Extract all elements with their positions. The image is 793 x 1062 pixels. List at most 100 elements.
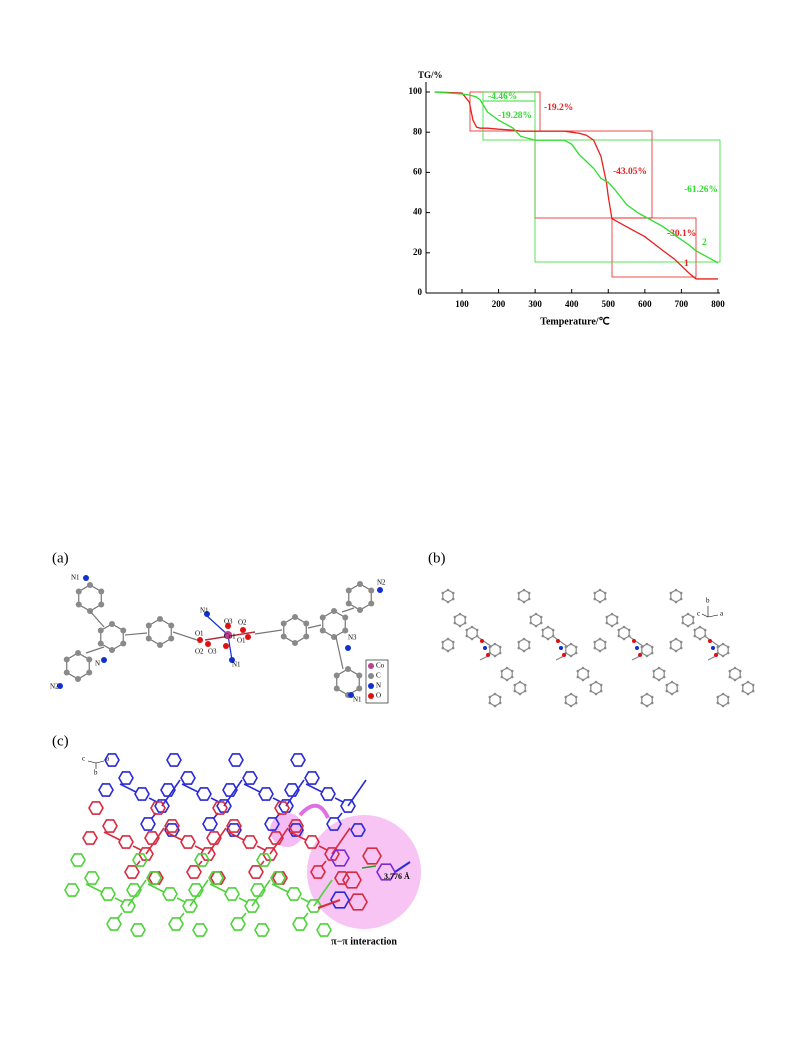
atom (488, 695, 492, 699)
atom (475, 634, 479, 638)
atom (640, 701, 644, 705)
atom (368, 587, 375, 594)
atom (551, 634, 555, 638)
tg-curve (434, 91, 719, 264)
ring (228, 753, 244, 767)
ring (168, 917, 184, 931)
ring (284, 783, 300, 797)
ring (565, 643, 577, 657)
atom (493, 654, 497, 658)
ring (336, 668, 360, 696)
bond (394, 861, 411, 873)
atom (679, 591, 683, 595)
bond (347, 779, 367, 807)
ring (442, 589, 454, 603)
atom (581, 678, 585, 682)
atom (589, 689, 593, 693)
atom-labels: N1 N N2 O1 O2 N1 O3 O3 Co1 O2 O1 N1 N2 N… (50, 574, 386, 704)
bond (254, 629, 283, 635)
legend-label: Co (376, 662, 385, 670)
ring (104, 753, 120, 767)
atom (686, 624, 690, 628)
step-box (534, 139, 721, 263)
atom (517, 646, 521, 650)
atom (441, 640, 445, 644)
atom (529, 615, 533, 619)
ring (230, 917, 246, 931)
ring (82, 831, 98, 845)
atom (674, 600, 678, 604)
atom (463, 621, 467, 625)
atom (505, 678, 509, 682)
figure-a: (a) N1 N N2 O1 O2 N1 O3 O3 Co1 O2 O1 N1 … (50, 550, 389, 704)
atom (109, 621, 115, 627)
ring (316, 923, 332, 937)
atom (569, 704, 573, 708)
atom (546, 637, 550, 641)
axis-label: c (82, 755, 85, 763)
ring (466, 626, 478, 640)
atom (224, 631, 232, 639)
ring (283, 616, 307, 644)
atom-label: N3 (348, 634, 357, 642)
atom (693, 628, 697, 632)
atom (513, 689, 517, 693)
atom (498, 701, 502, 705)
atom (574, 645, 578, 649)
atom (539, 615, 543, 619)
bond (553, 636, 569, 648)
bond (132, 845, 142, 851)
ring (140, 817, 156, 831)
bond (289, 831, 307, 841)
atom (741, 689, 745, 693)
atom (333, 685, 340, 692)
ring (376, 863, 396, 881)
atom (539, 621, 543, 625)
bond (165, 831, 183, 841)
atom (446, 637, 450, 641)
atom-label: O1 (237, 637, 246, 645)
x-tick-label: 200 (492, 299, 506, 309)
atom (527, 591, 531, 595)
atom (319, 614, 326, 621)
ring (226, 819, 242, 833)
bond (127, 879, 147, 907)
atom-label: O2 (195, 648, 204, 656)
atom (86, 669, 93, 676)
ring (64, 883, 80, 897)
atom (733, 678, 737, 682)
ring (330, 891, 350, 909)
ring (348, 583, 372, 611)
atom (245, 634, 251, 640)
atom (681, 621, 685, 625)
atom (157, 616, 163, 622)
atom (522, 649, 526, 653)
atom (741, 683, 745, 687)
atom (541, 628, 545, 632)
ring (212, 801, 228, 815)
atom (594, 692, 598, 696)
atom (470, 637, 474, 641)
atom (57, 683, 63, 689)
series-label: 2 (702, 238, 707, 248)
legend-label: O (376, 692, 381, 700)
ring (489, 643, 501, 657)
atom (470, 625, 474, 629)
atom (493, 642, 497, 646)
atom (87, 582, 93, 588)
atom (594, 680, 598, 684)
atom (292, 614, 298, 620)
atom (493, 692, 497, 696)
ring (286, 887, 302, 901)
legend-label: N (376, 682, 381, 690)
atom (522, 588, 526, 592)
atom (679, 646, 683, 650)
atom-label: O3 (208, 648, 217, 656)
x-tick-label: 700 (675, 299, 689, 309)
ring (144, 831, 160, 845)
bond (243, 783, 261, 793)
bond (124, 632, 148, 636)
ring (304, 835, 320, 849)
atom (204, 611, 210, 617)
